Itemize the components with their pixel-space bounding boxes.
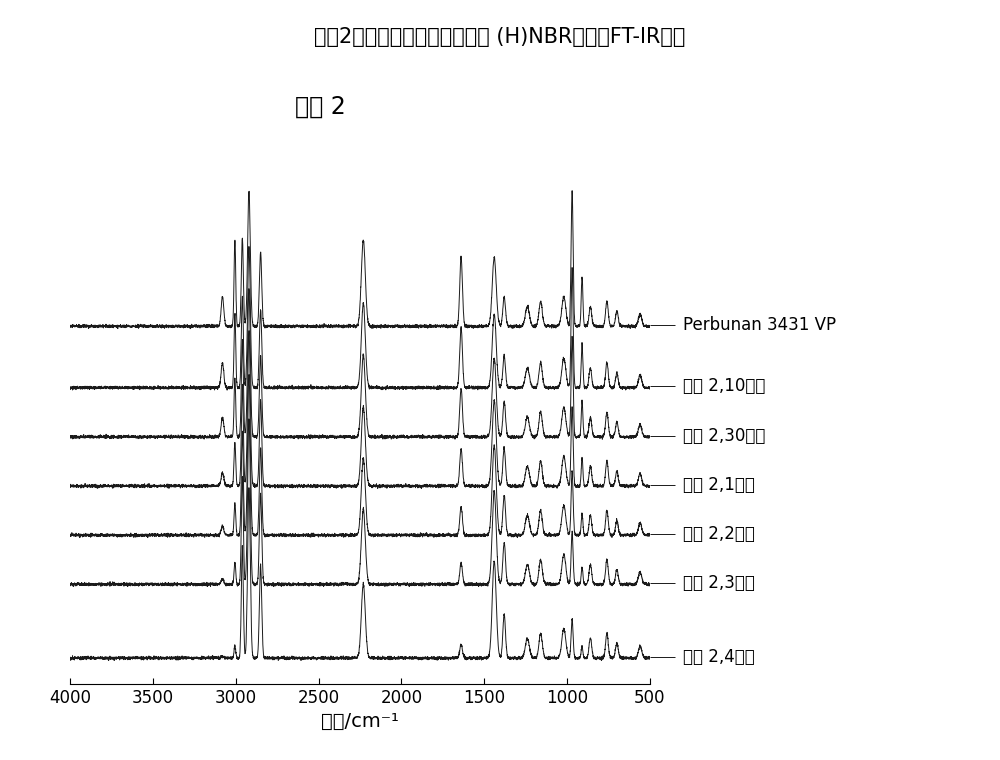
Text: 实例 2: 实例 2 [295,95,345,119]
X-axis label: 波数/cm⁻¹: 波数/cm⁻¹ [321,712,399,731]
Text: 实例 2,10分钟: 实例 2,10分钟 [683,378,765,395]
Text: 实例 2,30分钟: 实例 2,30分钟 [683,426,765,445]
Text: Perbunan 3431 VP: Perbunan 3431 VP [683,316,836,334]
Text: 实例2中在氢化前和氢化期间的 (H)NBR样品的FT-IR光谱: 实例2中在氢化前和氢化期间的 (H)NBR样品的FT-IR光谱 [314,27,686,46]
Text: 实例 2,4小时: 实例 2,4小时 [683,648,755,666]
Text: 实例 2,1小时: 实例 2,1小时 [683,476,755,494]
Text: 实例 2,3小时: 实例 2,3小时 [683,574,755,592]
Text: 实例 2,2小时: 实例 2,2小时 [683,525,755,543]
